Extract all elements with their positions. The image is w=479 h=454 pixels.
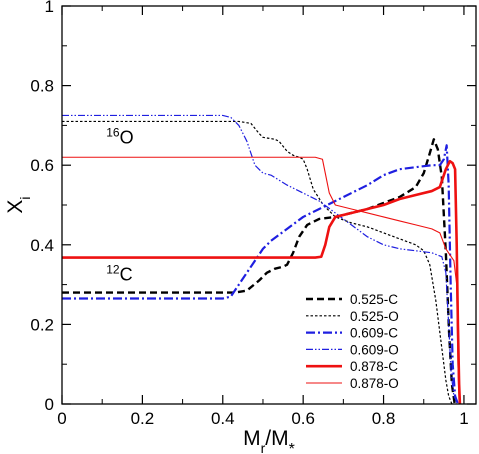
x-axis-title: Mr/M* — [243, 427, 295, 454]
x-tick-label: 0.6 — [291, 409, 315, 428]
annotation-O: 16O — [106, 125, 133, 147]
x-tick-label: 0.2 — [131, 409, 155, 428]
x-tick-label: 0.4 — [211, 409, 235, 428]
legend-label-0.525-C: 0.525-C — [350, 292, 398, 307]
legend-label-0.878-O: 0.878-O — [350, 376, 399, 391]
y-tick-label: 0.8 — [30, 77, 54, 96]
y-tick-label: 0 — [45, 395, 54, 414]
x-tick-label: 0.8 — [372, 409, 396, 428]
y-tick-label: 0.4 — [30, 236, 54, 255]
y-tick-label: 0.6 — [30, 156, 54, 175]
y-axis-title: Xi — [4, 196, 33, 213]
x-tick-label: 0 — [57, 409, 66, 428]
plot-frame — [61, 5, 477, 405]
legend: 0.525-C 0.525-O 0.609-C0.609-O 0.878-C 0.878… — [306, 292, 399, 391]
legend-label-0.525-O: 0.525-O — [350, 309, 399, 324]
series-layer — [62, 114, 462, 405]
y-tick-label: 0.2 — [30, 315, 54, 334]
series-line-0.878-O — [62, 156, 460, 405]
legend-label-0.609-O: 0.609-O — [350, 342, 399, 357]
legend-label-0.609-C: 0.609-C — [350, 326, 398, 341]
annotations: 16O 12C — [106, 125, 133, 284]
series-line-0.878-C — [62, 159, 462, 405]
legend-label-0.878-C: 0.878-C — [350, 359, 398, 374]
y-tick-label: 1 — [45, 0, 54, 16]
annotation-C: 12C — [106, 263, 132, 285]
ticks-layer — [61, 5, 476, 405]
labels-layer: 0 0.2 0.4 0.6 0.8 1 0 0.2 0.4 0.6 0.8 1 — [30, 0, 468, 428]
series-line-0.525-O — [62, 120, 453, 405]
series-line-0.609-O — [62, 114, 459, 405]
x-tick-label: 1 — [459, 409, 468, 428]
series-line-0.609-C — [62, 144, 459, 405]
